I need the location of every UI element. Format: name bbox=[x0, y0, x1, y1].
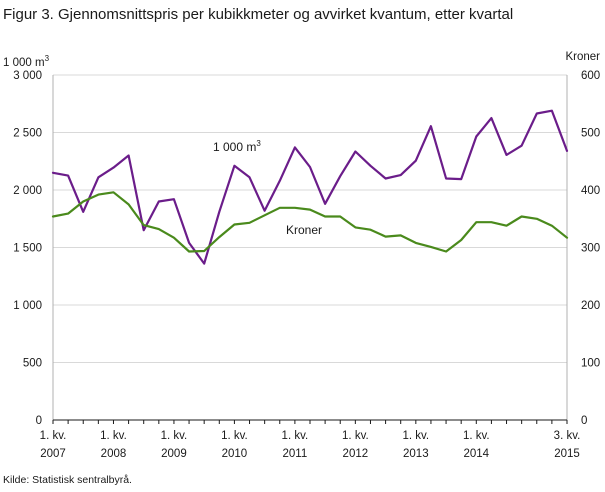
x-tick-label: 1. kv. bbox=[40, 430, 67, 442]
x-tick-label: 1. kv. bbox=[403, 430, 430, 442]
axis-labels: 0 500 1 000 1 500 2 000 2 500 3 000 0 100 200 300 4… bbox=[3, 51, 600, 460]
y-left-tick-label: 0 bbox=[36, 415, 42, 427]
x-tick-label-year: 2015 bbox=[554, 448, 580, 460]
x-tick-label-year: 2014 bbox=[463, 448, 489, 460]
y-left-tick-label: 3 000 bbox=[13, 70, 42, 82]
x-tick-label-year: 2011 bbox=[283, 448, 308, 460]
x-tick-label: 1. kv. bbox=[100, 430, 127, 442]
series-line-price bbox=[51, 191, 569, 253]
x-tick-label: 1. kv. bbox=[221, 430, 248, 442]
x-tick-label: 1. kv. bbox=[282, 430, 309, 442]
y-left-tick-label: 500 bbox=[23, 358, 42, 370]
x-tick-label: 1. kv. bbox=[463, 430, 490, 442]
y-right-axis-title: Kroner bbox=[565, 51, 600, 63]
y-right-tick-label: 500 bbox=[581, 128, 600, 140]
series-label-price: Kroner bbox=[286, 223, 322, 237]
y-right-tick-label: 400 bbox=[581, 185, 600, 197]
x-tick-label-year: 2008 bbox=[101, 448, 127, 460]
y-right-tick-label: 0 bbox=[581, 415, 587, 427]
y-left-tick-label: 1 500 bbox=[13, 243, 42, 255]
x-tick-label-year: 2013 bbox=[403, 448, 429, 460]
superscript: 3 bbox=[256, 139, 261, 148]
x-tick-label-year: 2009 bbox=[161, 448, 187, 460]
y-right-tick-label: 600 bbox=[581, 70, 600, 82]
superscript: 3 bbox=[45, 54, 50, 63]
x-tick-label: 3. kv. bbox=[554, 430, 581, 442]
x-tick-label: 1. kv. bbox=[161, 430, 188, 442]
y-right-tick-label: 200 bbox=[581, 300, 600, 312]
x-tick-label: 1. kv. bbox=[342, 430, 369, 442]
x-tick-label-year: 2012 bbox=[343, 448, 369, 460]
axes bbox=[52, 75, 568, 424]
chart-title: Figur 3. Gjennomsnittspris per kubikkmet… bbox=[3, 6, 514, 23]
y-left-tick-label: 2 000 bbox=[13, 185, 42, 197]
x-tick-label-year: 2007 bbox=[40, 448, 66, 460]
source-note: Kilde: Statistisk sentralbyrå. bbox=[3, 474, 132, 486]
y-right-tick-label: 100 bbox=[581, 358, 600, 370]
y-right-tick-label: 300 bbox=[581, 243, 600, 255]
series-lines bbox=[51, 109, 569, 265]
series-line-volume bbox=[51, 109, 569, 265]
y-left-tick-label: 1 000 bbox=[13, 300, 42, 312]
series-label-volume: 1 000 m3 bbox=[213, 139, 261, 154]
x-tick-label-year: 2010 bbox=[222, 448, 248, 460]
y-left-tick-label: 2 500 bbox=[13, 128, 42, 140]
y-left-axis-title: 1 000 m3 bbox=[3, 54, 50, 69]
gridlines bbox=[53, 74, 567, 363]
